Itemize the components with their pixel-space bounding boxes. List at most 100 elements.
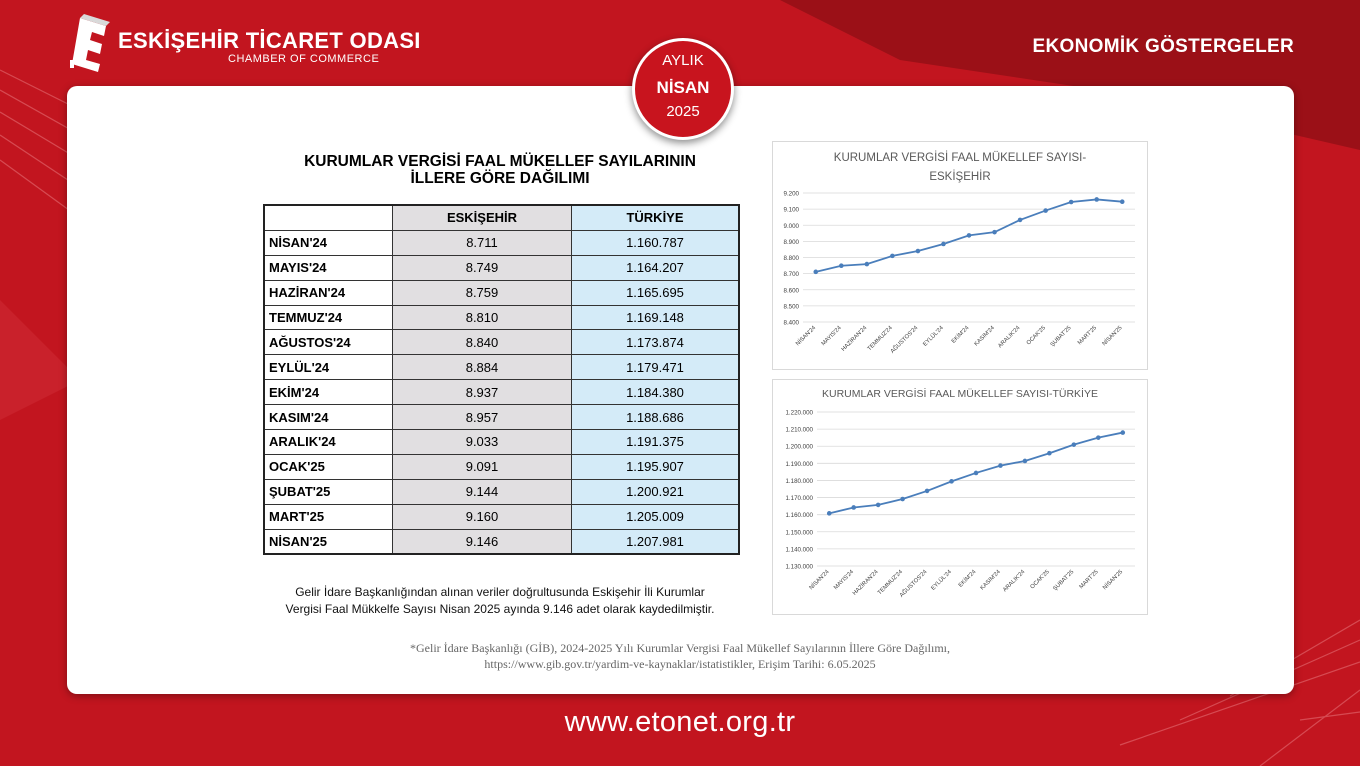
row-month: HAZİRAN'24: [263, 279, 393, 306]
y-tick-label: 1.150.000: [785, 529, 813, 536]
data-point: [813, 269, 819, 275]
row-eskisehir-value: 8.759: [392, 279, 572, 306]
x-tick-label: ARALIK'24: [997, 325, 1022, 350]
x-tick-label: TEMMUZ'24: [867, 325, 895, 353]
table-row: MAYIS'24 8.749 1.164.207: [263, 254, 740, 281]
summary-note: Gelir İdare Başkanlığından alınan verile…: [250, 584, 750, 618]
org-subtitle: CHAMBER OF COMMERCE: [228, 53, 380, 65]
row-month: ARALIK'24: [263, 429, 393, 455]
data-point: [1022, 458, 1028, 464]
row-month: AĞUSTOS'24: [263, 329, 393, 356]
table-row: EKİM'24 8.937 1.184.380: [263, 379, 740, 406]
turkiye-line-chart: KURUMLAR VERGİSİ FAAL MÜKELLEF SAYISI-TÜ…: [785, 387, 1135, 599]
x-tick-label: ŞUBAT'25: [1052, 569, 1075, 592]
row-eskisehir-value: 9.160: [392, 503, 572, 530]
row-turkiye-value: 1.164.207: [571, 254, 740, 281]
row-turkiye-value: 1.191.375: [571, 429, 740, 455]
source-citation: *Gelir İdare Başkanlığı (GİB), 2024-2025…: [300, 640, 1060, 672]
y-tick-label: 9.200: [784, 191, 800, 198]
data-point: [1096, 435, 1101, 440]
header-turkiye: TÜRKİYE: [571, 204, 740, 231]
table-body: NİSAN'24 8.711 1.160.787 MAYIS'24 8.749 1.164…: [263, 229, 740, 555]
row-month: EKİM'24: [263, 379, 393, 406]
table-row: MART'25 9.160 1.205.009: [263, 503, 740, 530]
x-tick-label: KASIM'24: [980, 569, 1003, 592]
data-point: [1094, 197, 1099, 202]
data-point: [1120, 430, 1126, 435]
website-url[interactable]: www.etonet.org.tr: [564, 706, 796, 738]
x-tick-label: ARALIK'24: [1002, 569, 1027, 594]
data-point: [992, 229, 997, 235]
x-tick-label: EKİM'24: [950, 324, 971, 345]
x-tick-label: ŞUBAT'25: [1050, 325, 1073, 348]
row-eskisehir-value: 9.146: [392, 528, 572, 555]
row-month: OCAK'25: [263, 453, 393, 480]
x-tick-label: MAYIS'24: [833, 569, 856, 592]
data-point: [973, 470, 979, 476]
y-tick-label: 8.900: [784, 239, 800, 246]
source-line2[interactable]: https://www.gib.gov.tr/yardim-ve-kaynakl…: [484, 657, 876, 671]
row-month: NİSAN'24: [263, 229, 393, 256]
row-eskisehir-value: 9.033: [392, 429, 572, 455]
table-row: ARALIK'24 9.033 1.191.375: [263, 429, 740, 455]
chamber-logo[interactable]: ESKİŞEHİR TİCARET ODASI CHAMBER OF COMME…: [66, 14, 420, 76]
y-tick-label: 1.190.000: [785, 461, 813, 468]
row-month: KASIM'24: [263, 404, 393, 431]
row-month: ŞUBAT'25: [263, 478, 393, 505]
data-point: [875, 502, 881, 508]
y-tick-label: 1.180.000: [785, 478, 813, 485]
y-tick-label: 8.500: [784, 303, 800, 310]
source-line1: *Gelir İdare Başkanlığı (GİB), 2024-2025…: [410, 641, 950, 655]
x-tick-label: HAZİRAN'24: [840, 324, 869, 353]
row-month: MART'25: [263, 503, 393, 530]
row-eskisehir-value: 8.711: [392, 229, 572, 256]
y-tick-label: 8.800: [784, 255, 800, 262]
y-tick-label: 1.140.000: [785, 546, 813, 553]
table-row: EYLÜL'24 8.884 1.179.471: [263, 354, 740, 381]
row-eskisehir-value: 8.884: [392, 354, 572, 381]
table-row: ŞUBAT'25 9.144 1.200.921: [263, 478, 740, 505]
row-turkiye-value: 1.195.907: [571, 453, 740, 480]
row-eskisehir-value: 9.144: [392, 478, 572, 505]
header-empty-cell: [263, 204, 393, 231]
data-table: ESKİŞEHİR TÜRKİYE NİSAN'24 8.711 1.160.787…: [263, 204, 740, 556]
eskisehir-line-chart: KURUMLAR VERGİSİ FAAL MÜKELLEF SAYISI- ES…: [784, 151, 1135, 355]
y-tick-label: 9.000: [784, 223, 800, 230]
row-eskisehir-value: 8.810: [392, 304, 572, 331]
y-tick-label: 1.160.000: [785, 512, 813, 519]
table-row: AĞUSTOS'24 8.840 1.173.874: [263, 329, 740, 356]
data-point: [890, 253, 895, 259]
y-tick-label: 1.210.000: [785, 427, 813, 434]
row-month: MAYIS'24: [263, 254, 393, 281]
table-title-line1: KURUMLAR VERGİSİ FAAL MÜKELLEF SAYILARIN…: [304, 153, 696, 170]
summary-note-line1: Gelir İdare Başkanlığından alınan verile…: [295, 585, 705, 599]
table-title: KURUMLAR VERGİSİ FAAL MÜKELLEF SAYILARIN…: [250, 153, 750, 187]
data-point: [949, 479, 954, 484]
x-tick-label: NİSAN'24: [808, 568, 831, 591]
y-tick-label: 8.400: [784, 320, 800, 327]
y-tick-label: 1.170.000: [785, 495, 813, 502]
table-row: KASIM'24 8.957 1.188.686: [263, 404, 740, 431]
data-point: [924, 488, 930, 494]
row-turkiye-value: 1.179.471: [571, 354, 740, 381]
data-point: [915, 248, 921, 254]
x-tick-label: AĞUSTOS'24: [889, 324, 920, 355]
y-tick-label: 1.130.000: [785, 564, 813, 571]
x-tick-label: MART'25: [1079, 569, 1100, 590]
x-tick-label: EKİM'24: [957, 568, 978, 589]
x-tick-label: NİSAN'25: [1101, 568, 1124, 591]
row-turkiye-value: 1.165.695: [571, 279, 740, 306]
row-turkiye-value: 1.169.148: [571, 304, 740, 331]
row-eskisehir-value: 8.749: [392, 254, 572, 281]
x-tick-label: MART'25: [1077, 325, 1098, 346]
row-turkiye-value: 1.173.874: [571, 329, 740, 356]
data-point: [1119, 199, 1125, 205]
x-tick-label: MAYIS'24: [821, 325, 844, 348]
table-row: NİSAN'24 8.711 1.160.787: [263, 229, 740, 256]
row-turkiye-value: 1.205.009: [571, 503, 740, 530]
period-badge: AYLIK NİSAN 2025: [632, 38, 734, 140]
x-tick-label: NİSAN'24: [794, 324, 817, 347]
table-row: TEMMUZ'24 8.810 1.169.148: [263, 304, 740, 331]
row-turkiye-value: 1.207.981: [571, 528, 740, 555]
data-point: [941, 241, 946, 247]
